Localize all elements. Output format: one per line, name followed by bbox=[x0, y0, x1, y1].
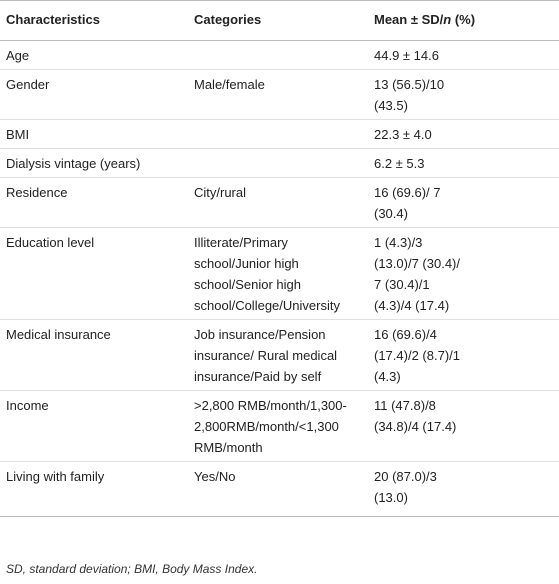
header-cell: Mean ± SD/n (%) bbox=[368, 0, 559, 41]
table-cell: BMI bbox=[0, 119, 188, 149]
table-row: Education level Illiterate/Primary school… bbox=[0, 227, 559, 320]
table-row: Living with family Yes/No 20 (87.0)/3 (13.… bbox=[0, 461, 559, 517]
table-cell: 6.2 ± 5.3 bbox=[368, 148, 559, 178]
table-row: Age 44.9 ± 14.6 bbox=[0, 40, 559, 70]
table-cell: >2,800 RMB/month/1,300-2,800RMB/month/<1… bbox=[188, 390, 368, 462]
header-text: n bbox=[443, 12, 452, 27]
table-cell: Male/female bbox=[188, 69, 368, 120]
table-cell: Age bbox=[0, 40, 188, 70]
header-row: Characteristics Categories Mean ± SD/n (%) bbox=[0, 0, 559, 41]
table-cell: Medical insurance bbox=[0, 319, 188, 391]
table-row: Gender Male/female 13 (56.5)/10 (43.5) bbox=[0, 69, 559, 120]
table-row: Dialysis vintage (years) 6.2 ± 5.3 bbox=[0, 148, 559, 178]
table-cell: 16 (69.6)/ 7 (30.4) bbox=[368, 177, 559, 228]
table-cell: Income bbox=[0, 390, 188, 462]
table-cell: 44.9 ± 14.6 bbox=[368, 40, 559, 70]
header-cell: Categories bbox=[188, 0, 368, 41]
table-row: Residence City/rural 16 (69.6)/ 7 (30.4) bbox=[0, 177, 559, 228]
table-cell: Job insurance/Pension insurance/ Rural m… bbox=[188, 319, 368, 391]
data-table: Characteristics Categories Mean ± SD/n (%)… bbox=[0, 0, 559, 517]
table-cell: Yes/No bbox=[188, 461, 368, 517]
table-cell: Residence bbox=[0, 177, 188, 228]
table-row: BMI 22.3 ± 4.0 bbox=[0, 119, 559, 149]
table-cell: Education level bbox=[0, 227, 188, 320]
table-cell: 1 (4.3)/3 (13.0)/7 (30.4)/ 7 (30.4)/1 (4… bbox=[368, 227, 559, 320]
table-cell bbox=[188, 148, 368, 178]
table-cell: 22.3 ± 4.0 bbox=[368, 119, 559, 149]
table-row: Income >2,800 RMB/month/1,300-2,800RMB/mo… bbox=[0, 390, 559, 462]
table-cell: 13 (56.5)/10 (43.5) bbox=[368, 69, 559, 120]
table-cell bbox=[188, 40, 368, 70]
table-cell: Illiterate/Primary school/Junior high sc… bbox=[188, 227, 368, 320]
footnote: SD, standard deviation; BMI, Body Mass I… bbox=[6, 562, 258, 576]
table-row: Medical insurance Job insurance/Pension i… bbox=[0, 319, 559, 391]
header-text: (%) bbox=[451, 12, 476, 27]
header-cell: Characteristics bbox=[0, 0, 188, 41]
table-cell: City/rural bbox=[188, 177, 368, 228]
table-cell: 16 (69.6)/4 (17.4)/2 (8.7)/1 (4.3) bbox=[368, 319, 559, 391]
table-cell: Dialysis vintage (years) bbox=[0, 148, 188, 178]
table-cell: Gender bbox=[0, 69, 188, 120]
table-cell: 11 (47.8)/8 (34.8)/4 (17.4) bbox=[368, 390, 559, 462]
header-text: Mean ± SD/ bbox=[374, 12, 444, 27]
table-cell: 20 (87.0)/3 (13.0) bbox=[368, 461, 559, 517]
table-cell: Living with family bbox=[0, 461, 188, 517]
table-cell bbox=[188, 119, 368, 149]
